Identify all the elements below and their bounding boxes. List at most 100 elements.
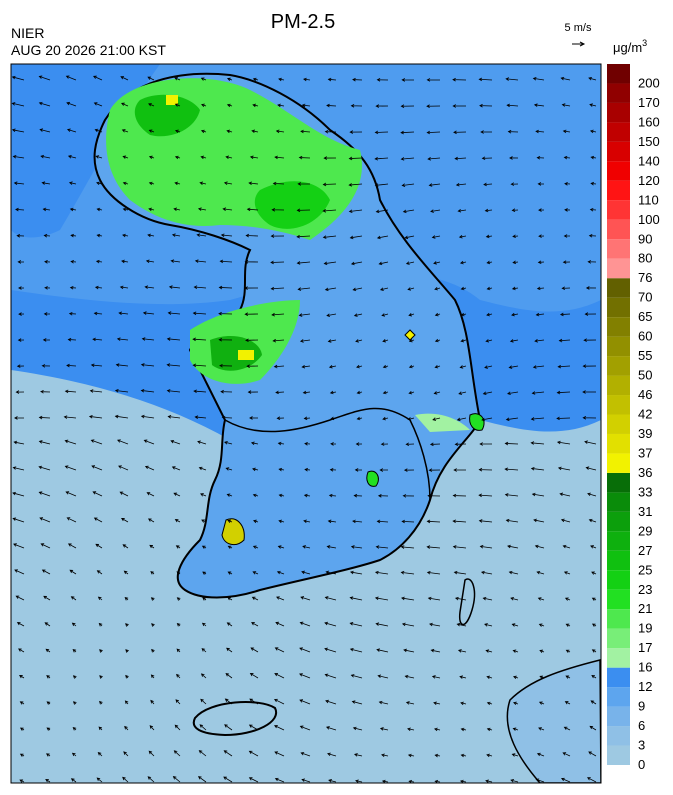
- wind-arrow: [19, 701, 25, 705]
- colorbar-band: [607, 317, 630, 337]
- wind-arrow: [452, 493, 467, 498]
- colorbar-label: 50: [638, 368, 652, 383]
- wind-arrow: [88, 414, 103, 419]
- wind-arrow: [276, 570, 285, 575]
- wind-arrow: [330, 442, 337, 446]
- wind-arrow: [171, 233, 181, 237]
- wind-arrow: [479, 103, 493, 108]
- colorbar-label: 16: [638, 660, 652, 675]
- wind-arrow: [299, 673, 311, 679]
- wind-arrow: [504, 441, 519, 446]
- wind-arrow: [147, 76, 155, 81]
- wind-arrow: [19, 674, 25, 679]
- wind-arrow: [278, 467, 285, 472]
- wind-arrow: [201, 545, 207, 549]
- wind-arrow: [356, 416, 363, 421]
- wind-arrow: [327, 752, 337, 757]
- wind-arrow: [246, 207, 259, 212]
- wind-arrow: [65, 75, 77, 81]
- wind-arrow: [355, 339, 363, 343]
- wind-arrow: [145, 259, 155, 264]
- wind-arrow: [125, 623, 129, 627]
- wind-arrow: [90, 439, 103, 445]
- wind-arrow: [454, 596, 467, 601]
- wind-arrow: [192, 363, 207, 368]
- wind-arrow: [460, 701, 467, 706]
- wind-arrow: [91, 465, 103, 471]
- wind-arrow: [173, 207, 181, 212]
- wind-arrow: [227, 571, 233, 575]
- wind-arrow: [11, 102, 25, 107]
- wind-arrow: [584, 440, 597, 445]
- wind-arrow: [121, 259, 129, 264]
- wind-arrow: [486, 312, 493, 317]
- wind-arrow: [220, 389, 233, 394]
- wind-arrow: [459, 675, 467, 679]
- wind-arrow: [225, 467, 233, 471]
- wind-arrow: [46, 675, 51, 679]
- wind-arrow: [508, 570, 519, 575]
- wind-arrow: [350, 545, 363, 549]
- wind-arrow: [407, 753, 415, 758]
- wind-arrow: [589, 725, 597, 731]
- wind-arrow: [533, 518, 545, 523]
- wind-arrow: [12, 491, 25, 497]
- wind-arrow: [405, 442, 415, 447]
- wind-arrow: [273, 364, 285, 369]
- wind-arrow: [374, 570, 389, 575]
- wind-arrow: [19, 779, 25, 783]
- wind-arrow: [453, 570, 467, 575]
- wind-arrow: [590, 700, 597, 705]
- wind-arrow: [590, 181, 597, 186]
- wind-arrow: [374, 183, 389, 187]
- wind-arrow: [201, 519, 207, 523]
- colorbar-band: [607, 297, 630, 318]
- wind-arrow: [140, 363, 155, 367]
- wind-arrow: [122, 155, 129, 159]
- wind-arrow: [300, 596, 311, 601]
- wind-arrow: [535, 312, 545, 317]
- wind-arrow: [583, 338, 597, 342]
- wind-arrow: [588, 233, 597, 238]
- wind-arrow: [486, 675, 493, 680]
- wind-arrow: [327, 519, 337, 524]
- wind-arrow: [250, 441, 259, 445]
- wind-arrow: [562, 260, 571, 264]
- wind-arrow: [150, 674, 155, 679]
- wind-arrow: [301, 103, 311, 108]
- wind-arrow: [512, 727, 519, 731]
- wind-arrow: [176, 571, 181, 575]
- wind-arrow: [538, 701, 545, 705]
- wind-arrow: [275, 390, 285, 395]
- wind-arrow: [459, 365, 467, 369]
- wind-arrow: [565, 649, 571, 653]
- wind-arrow: [140, 414, 155, 419]
- colorbar-band: [607, 161, 630, 181]
- wind-arrow: [322, 182, 337, 187]
- wind-arrow: [538, 623, 545, 627]
- wind-arrow: [297, 287, 311, 291]
- wind-arrow: [274, 725, 285, 731]
- wind-arrow: [245, 338, 259, 343]
- wind-arrow: [38, 465, 51, 471]
- colorbar-band: [607, 687, 630, 707]
- wind-arrow: [124, 725, 129, 731]
- wind-arrow: [148, 181, 155, 186]
- wind-arrow: [149, 544, 155, 549]
- wind-arrow: [277, 545, 285, 549]
- wind-arrow: [43, 312, 51, 316]
- wind-arrow: [226, 77, 233, 82]
- wind-arrow: [194, 259, 207, 263]
- wind-arrow: [535, 129, 545, 134]
- wind-arrow: [270, 234, 285, 238]
- wind-arrow: [223, 181, 233, 185]
- wind-arrow: [248, 777, 259, 783]
- wind-arrow: [244, 260, 259, 264]
- wind-arrow: [584, 312, 597, 316]
- wind-arrow: [66, 517, 77, 523]
- wind-arrow: [404, 235, 415, 240]
- wind-arrow: [174, 724, 181, 731]
- wind-arrow: [200, 155, 207, 160]
- wind-arrow: [561, 103, 571, 107]
- colorbar-band: [607, 453, 630, 473]
